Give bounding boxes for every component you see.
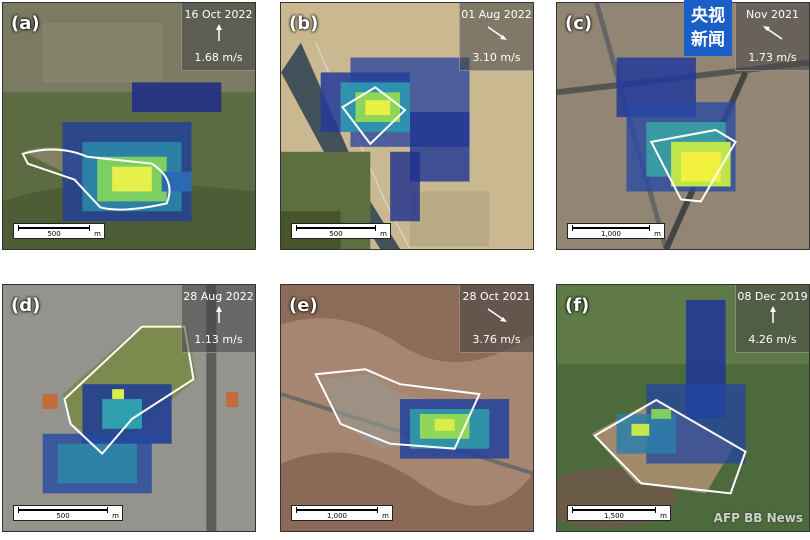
wind-info-box: Nov 2021 1.73 m/s bbox=[735, 3, 809, 71]
date-text: 28 Oct 2021 bbox=[462, 290, 531, 303]
date-text: 28 Aug 2022 bbox=[183, 290, 254, 303]
scale-value: 1,500 bbox=[603, 512, 625, 520]
panel-label: (b) bbox=[289, 13, 319, 34]
scale-value: 500 bbox=[329, 230, 343, 238]
wind-arrow-icon bbox=[763, 26, 783, 40]
panel-c: (c) Nov 2021 1.73 m/s 1,000 m bbox=[556, 2, 810, 250]
satellite-image-b bbox=[281, 3, 533, 249]
wind-speed: 1.73 m/s bbox=[748, 51, 797, 64]
scale-bar: 1,000 m bbox=[567, 223, 665, 239]
scale-value: 1,000 bbox=[326, 512, 348, 520]
wind-speed: 3.76 m/s bbox=[472, 333, 521, 346]
scale-unit: m bbox=[660, 512, 667, 520]
wind-speed: 1.13 m/s bbox=[194, 333, 243, 346]
panel-label: (a) bbox=[11, 13, 40, 34]
panel-a: (a) 16 Oct 2022 1.68 m/s 500 m bbox=[2, 2, 256, 250]
wind-speed: 1.68 m/s bbox=[194, 51, 243, 64]
scale-unit: m bbox=[94, 230, 101, 238]
scale-bar: 500 m bbox=[291, 223, 391, 239]
scale-bar: 500 m bbox=[13, 505, 123, 521]
wind-info-box: 28 Oct 2021 3.76 m/s bbox=[459, 285, 533, 353]
wind-info-box: 08 Dec 2019 4.26 m/s bbox=[735, 285, 809, 353]
panel-label: (c) bbox=[565, 13, 593, 34]
date-text: Nov 2021 bbox=[746, 8, 799, 21]
scale-bar: 500 m bbox=[13, 223, 105, 239]
scale-bar: 1,500 m bbox=[567, 505, 671, 521]
news-watermark: AFP BB News bbox=[713, 511, 803, 525]
wind-info-box: 16 Oct 2022 1.68 m/s bbox=[181, 3, 255, 71]
wind-speed: 4.26 m/s bbox=[748, 333, 797, 346]
logo-line-2: 新闻 bbox=[691, 30, 725, 50]
scale-unit: m bbox=[654, 230, 661, 238]
scale-value: 500 bbox=[47, 230, 61, 238]
wind-speed: 3.10 m/s bbox=[472, 51, 521, 64]
cctv-news-logo: 央视 新闻 bbox=[684, 0, 732, 56]
panel-e: (e) 28 Oct 2021 3.76 m/s 1,000 m bbox=[280, 284, 534, 532]
scale-value: 500 bbox=[56, 512, 70, 520]
scale-value: 1,000 bbox=[600, 230, 622, 238]
scale-unit: m bbox=[380, 230, 387, 238]
date-text: 01 Aug 2022 bbox=[461, 8, 532, 21]
panel-label: (e) bbox=[289, 295, 318, 316]
wind-arrow-icon bbox=[487, 308, 507, 322]
wind-arrow-icon bbox=[770, 306, 776, 323]
panel-d: (d) 28 Aug 2022 1.13 m/s 500 m bbox=[2, 284, 256, 532]
date-text: 16 Oct 2022 bbox=[184, 8, 253, 21]
wind-arrow-icon bbox=[216, 24, 222, 41]
panel-label: (f) bbox=[565, 295, 590, 316]
date-text: 08 Dec 2019 bbox=[737, 290, 808, 303]
panel-f: (f) 08 Dec 2019 4.26 m/s 1,500 m AFP BB … bbox=[556, 284, 810, 532]
panel-b: (b) 01 Aug 2022 3.10 m/s 500 m bbox=[280, 2, 534, 250]
wind-info-box: 28 Aug 2022 1.13 m/s bbox=[181, 285, 255, 353]
panel-label: (d) bbox=[11, 295, 41, 316]
wind-arrow-icon bbox=[216, 306, 222, 323]
scale-bar: 1,000 m bbox=[291, 505, 393, 521]
wind-arrow-icon bbox=[487, 26, 507, 40]
logo-line-1: 央视 bbox=[691, 6, 725, 26]
scale-unit: m bbox=[112, 512, 119, 520]
wind-info-box: 01 Aug 2022 3.10 m/s bbox=[459, 3, 533, 71]
scale-unit: m bbox=[382, 512, 389, 520]
